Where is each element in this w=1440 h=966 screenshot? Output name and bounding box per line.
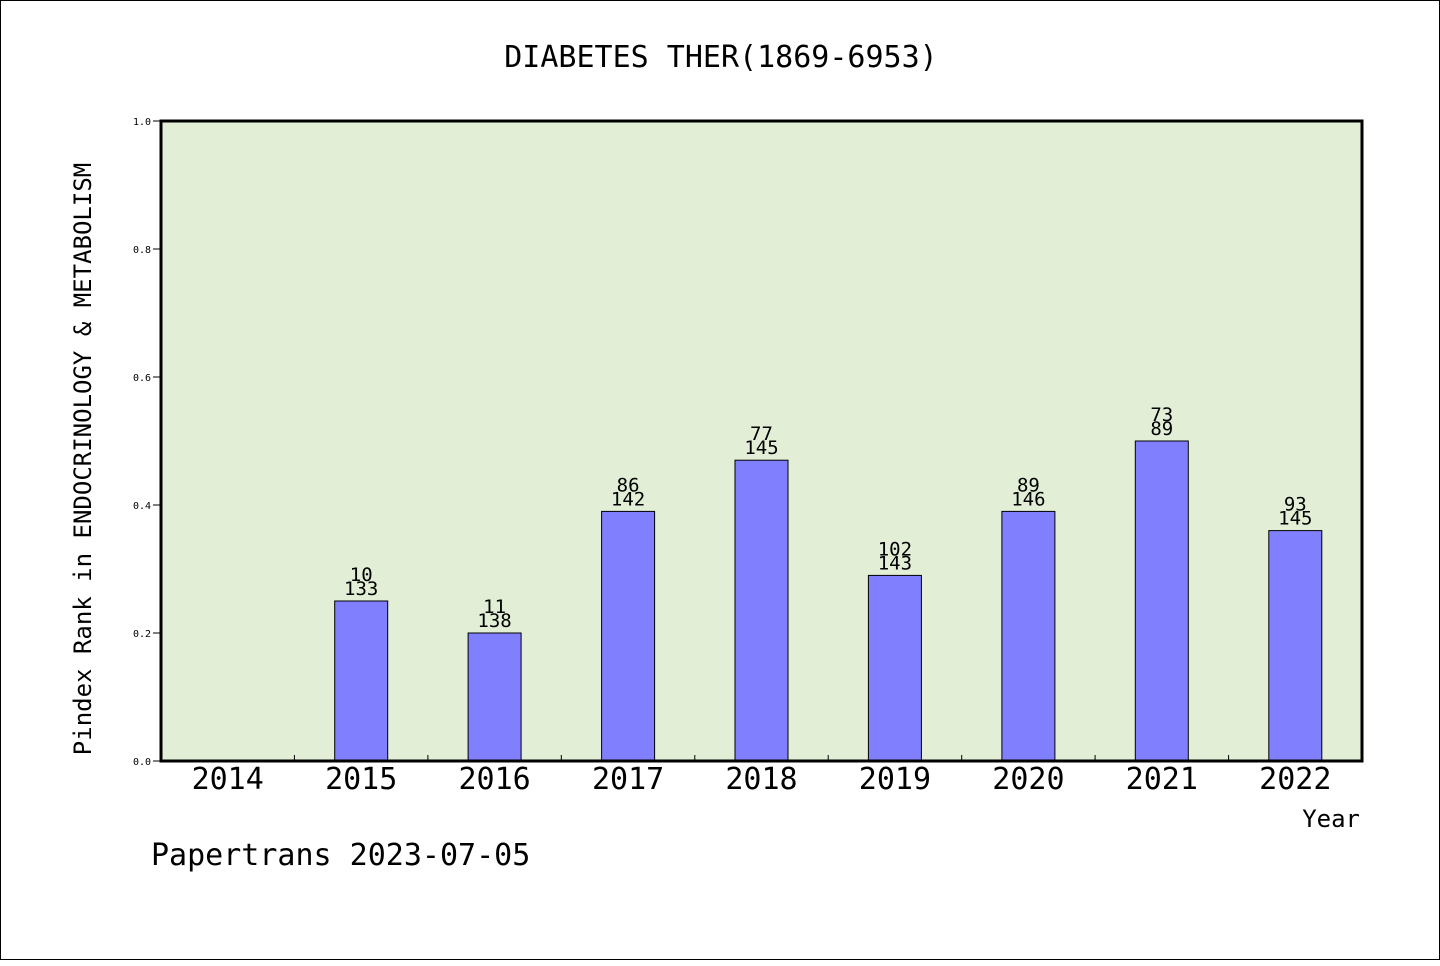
y-tick-label-0.0: 0.0 — [133, 757, 151, 768]
x-tick-label-2015: 2015 — [325, 762, 397, 797]
bar-2021 — [1134, 440, 1189, 762]
x-tick-label-2017: 2017 — [592, 762, 664, 797]
bar-2016 — [467, 632, 522, 762]
bar-2018 — [734, 459, 789, 762]
total-label-2015: 133 — [344, 578, 378, 600]
total-label-2016: 138 — [477, 610, 511, 632]
total-label-2022: 145 — [1278, 508, 1312, 530]
axis-ticks: 2014 2015 2016 2017 2018 2019 2020 2021 2022 0.0 0… — [133, 117, 1331, 797]
x-tick-label-2014: 2014 — [192, 762, 264, 797]
x-tick-label-2020: 2020 — [992, 762, 1064, 797]
rank-label-2022: 93 — [1284, 494, 1307, 516]
bars — [334, 440, 1323, 762]
x-tick-label-2021: 2021 — [1126, 762, 1198, 797]
bar-2015 — [334, 600, 389, 762]
total-label-2019: 143 — [878, 552, 912, 574]
x-tick-label-2022: 2022 — [1259, 762, 1331, 797]
x-tick-label-2016: 2016 — [458, 762, 530, 797]
rank-label-2019: 102 — [878, 538, 912, 560]
bar-2020 — [1001, 510, 1056, 762]
rank-label-2020: 89 — [1017, 474, 1040, 496]
y-tick-label-0.8: 0.8 — [133, 245, 151, 256]
total-label-2020: 146 — [1011, 488, 1045, 510]
total-label-2021: 89 — [1150, 418, 1173, 440]
y-tick-label-0.6: 0.6 — [133, 373, 151, 384]
rank-label-2016: 11 — [483, 596, 506, 618]
y-axis-label: Pindex Rank in ENDOCRINOLOGY & METABOLIS… — [69, 163, 97, 755]
bar-2022 — [1268, 530, 1323, 762]
rank-label-2017: 86 — [617, 474, 640, 496]
x-tick-label-2019: 2019 — [859, 762, 931, 797]
footer-credit: Papertrans 2023-07-05 — [151, 838, 530, 873]
y-tick-label-1.0: 1.0 — [133, 117, 151, 128]
x-tick-label-2018: 2018 — [725, 762, 797, 797]
x-axis-label: Year — [1302, 805, 1360, 833]
rank-label-2015: 10 — [350, 564, 373, 586]
rank-label-2021: 73 — [1150, 404, 1173, 426]
rank-label-2018: 77 — [750, 423, 773, 445]
chart-title: DIABETES THER(1869-6953) — [504, 40, 937, 75]
total-label-2018: 145 — [744, 437, 778, 459]
bar-2019 — [867, 574, 922, 762]
bar-2017 — [601, 510, 656, 762]
plot-border — [159, 119, 1364, 763]
total-label-2017: 142 — [611, 488, 645, 510]
y-tick-label-0.4: 0.4 — [133, 501, 151, 512]
y-tick-label-0.2: 0.2 — [133, 629, 151, 640]
